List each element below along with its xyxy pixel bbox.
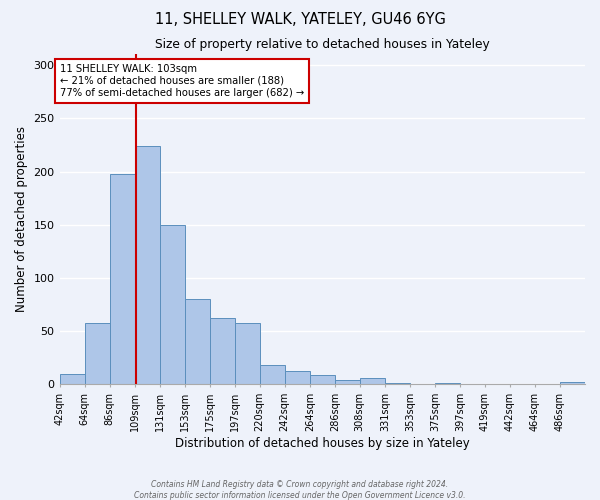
Bar xyxy=(560,382,585,384)
Y-axis label: Number of detached properties: Number of detached properties xyxy=(15,126,28,312)
Bar xyxy=(310,375,335,384)
Bar xyxy=(209,318,235,384)
Bar xyxy=(134,146,160,384)
Text: 11, SHELLEY WALK, YATELEY, GU46 6YG: 11, SHELLEY WALK, YATELEY, GU46 6YG xyxy=(155,12,445,28)
Bar xyxy=(85,322,110,384)
Bar xyxy=(360,378,385,384)
Text: 11 SHELLEY WALK: 103sqm
← 21% of detached houses are smaller (188)
77% of semi-d: 11 SHELLEY WALK: 103sqm ← 21% of detache… xyxy=(60,64,304,98)
Bar xyxy=(160,225,185,384)
X-axis label: Distribution of detached houses by size in Yateley: Distribution of detached houses by size … xyxy=(175,437,470,450)
Bar xyxy=(260,366,285,384)
Bar xyxy=(185,300,209,384)
Bar xyxy=(235,322,260,384)
Bar xyxy=(59,374,85,384)
Text: Contains HM Land Registry data © Crown copyright and database right 2024.
Contai: Contains HM Land Registry data © Crown c… xyxy=(134,480,466,500)
Bar xyxy=(285,370,310,384)
Title: Size of property relative to detached houses in Yateley: Size of property relative to detached ho… xyxy=(155,38,490,51)
Bar xyxy=(110,174,134,384)
Bar xyxy=(335,380,360,384)
